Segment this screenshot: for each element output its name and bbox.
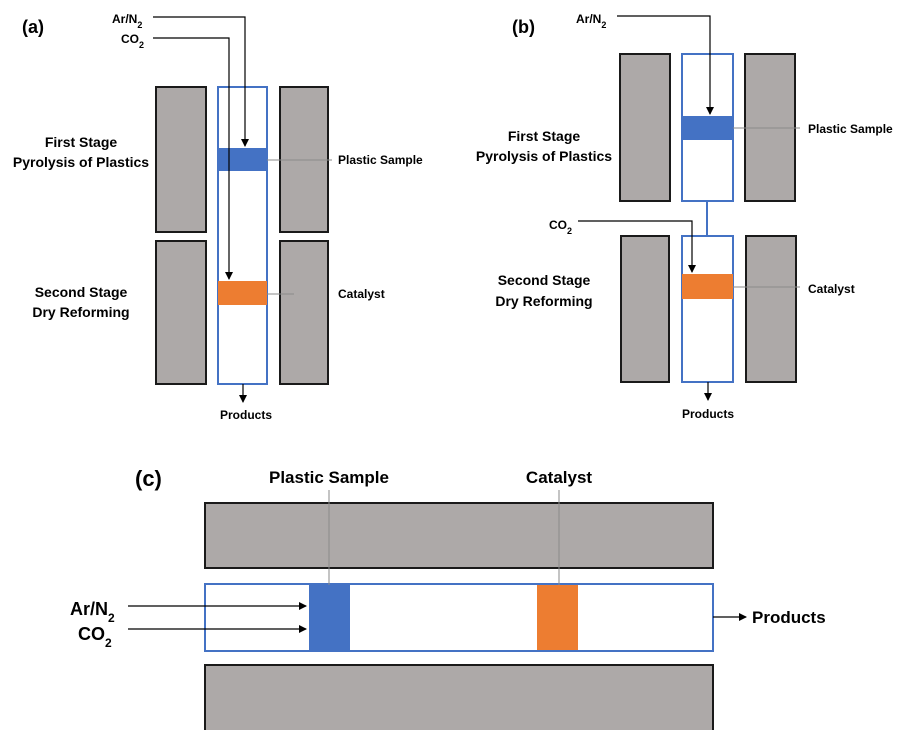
furnace-b-bottom-left [620,235,670,383]
catalyst-b [682,274,733,299]
furnace-a-bottom-left [155,240,207,385]
stage1-title-b: First Stage [508,128,581,144]
catalyst-label-a: Catalyst [338,287,385,301]
gas1-line-a [153,16,249,147]
reactor-tube-c [204,583,714,652]
furnace-a-top-left [155,86,207,233]
plastic-sample-b [682,116,733,140]
stage2-title-b: Second Stage [498,272,591,288]
furnace-a-bottom-right [279,240,329,385]
panel-c-label: (c) [135,466,162,491]
gas2-b: CO2 [549,218,572,236]
catalyst-label-c: Catalyst [526,468,592,487]
sample-label-c: Plastic Sample [269,468,389,487]
gas1-c: Ar/N2 [70,599,115,625]
panel-a: (a) Ar/N2 CO2 First Stage Pyrolysis of P… [13,12,423,422]
products-label-a: Products [220,408,272,422]
gas2-a: CO2 [121,32,144,50]
catalyst-c [537,585,578,650]
furnace-b-bottom-right [745,235,797,383]
gas2-line-a [153,37,233,280]
furnace-b-top-left [619,53,671,202]
reactor-tube-a [217,86,268,385]
stage1-subtitle-a: Pyrolysis of Plastics [13,154,149,170]
gas2-c: CO2 [78,624,112,650]
catalyst-a [218,281,267,305]
products-label-b: Products [682,407,734,421]
panel-a-label: (a) [22,17,44,37]
plastic-sample-c [309,585,350,650]
gas1-a: Ar/N2 [112,12,142,30]
plastic-sample-a [218,148,267,171]
sample-label-a: Plastic Sample [338,153,423,167]
stage2-subtitle-b: Dry Reforming [495,293,592,309]
stage2-title-a: Second Stage [35,284,128,300]
gas2-line-b [578,220,696,273]
panel-c: (c) Plastic Sample Catalyst Ar/N2 CO2 Pr… [70,466,826,730]
furnace-c-bottom [204,664,714,730]
reactor-tube-b-lower [681,235,734,383]
stage1-title-a: First Stage [45,134,118,150]
sample-label-b: Plastic Sample [808,122,893,136]
furnace-c-top [204,502,714,569]
panel-b-label: (b) [512,17,535,37]
gas1-b: Ar/N2 [576,12,606,30]
products-label-c: Products [752,608,826,627]
panel-b: (b) Ar/N2 CO2 First Stage Pyrolysis of P… [476,12,893,421]
gas1-line-b [617,15,714,115]
catalyst-label-b: Catalyst [808,282,855,296]
stage2-subtitle-a: Dry Reforming [32,304,129,320]
stage1-subtitle-b: Pyrolysis of Plastics [476,148,612,164]
